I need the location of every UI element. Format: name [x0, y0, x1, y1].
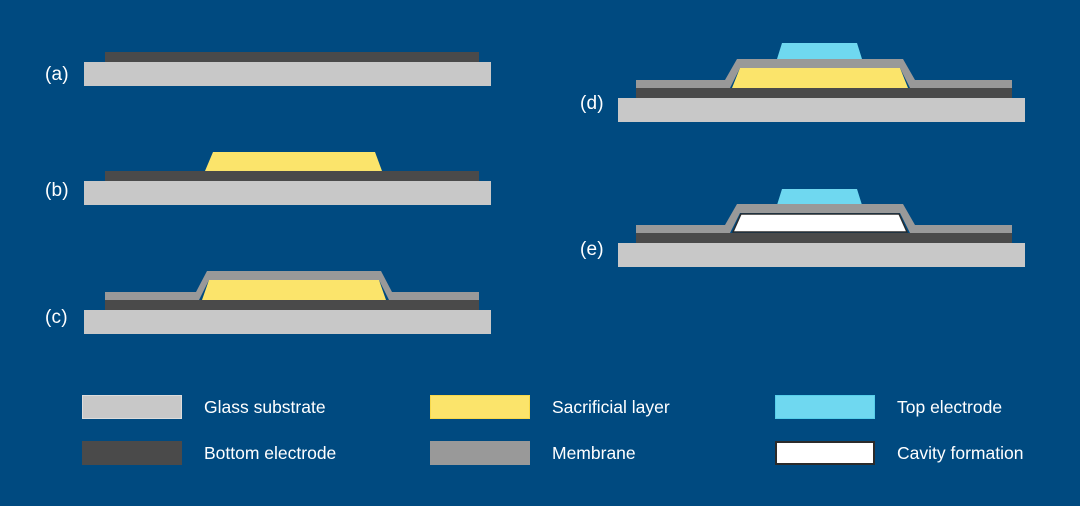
panel-c-svg [84, 271, 491, 334]
legend-item-top-electrode: Top electrode [775, 395, 1002, 419]
panel-a-bottom-electrode [105, 52, 479, 62]
panel-c-membrane [105, 271, 479, 300]
panel-b-svg [84, 152, 491, 205]
panel-a-svg [84, 52, 491, 86]
legend-label-bottom-electrode: Bottom electrode [204, 442, 337, 463]
panel-c-sacrificial-layer [202, 280, 386, 300]
panel-e-top-electrode [777, 189, 862, 205]
legend-item-bottom-electrode: Bottom electrode [82, 441, 336, 465]
panel-d-bottom-electrode [636, 88, 1012, 98]
panel-e-cavity-formation [731, 213, 909, 233]
legend-label-glass-substrate: Glass substrate [204, 396, 326, 417]
panel-c-bottom-electrode [105, 300, 479, 310]
legend-swatch-top-electrode [775, 395, 875, 419]
legend-item-membrane: Membrane [430, 441, 636, 465]
panel-b-stack [0, 130, 520, 225]
legend-item-sacrificial-layer: Sacrificial layer [430, 395, 670, 419]
panel-e-membrane [636, 204, 1012, 233]
panel-e-stack [560, 175, 1080, 280]
panel-c-stack [0, 255, 520, 355]
legend-label-cavity-formation: Cavity formation [897, 442, 1024, 463]
panel-e-svg [618, 189, 1025, 267]
legend-label-membrane: Membrane [552, 442, 636, 463]
legend-swatch-bottom-electrode [82, 441, 182, 465]
panel-label-a: (a) [45, 64, 69, 85]
panel-d-stack [560, 30, 1080, 135]
legend-label-top-electrode: Top electrode [897, 396, 1003, 417]
panel-d-membrane [636, 59, 1012, 88]
panel-e-bottom-electrode [636, 233, 1012, 243]
panel-a-stack [0, 0, 520, 110]
panel-label-d: (d) [580, 93, 604, 114]
panel-label-b: (b) [45, 180, 69, 201]
legend-swatch-glass-substrate [82, 395, 182, 419]
legend-swatch-membrane [430, 441, 530, 465]
legend-swatch-sacrificial-layer [430, 395, 530, 419]
panel-a-glass-substrate [84, 62, 491, 86]
panel-label-e: (e) [580, 239, 604, 260]
legend-item-glass-substrate: Glass substrate [82, 395, 326, 419]
panel-d-glass-substrate [618, 98, 1025, 122]
panel-d-top-electrode [777, 43, 862, 59]
legend: Glass substrate Bottom electrode Sacrifi… [0, 378, 1080, 478]
panel-b-sacrificial-layer [205, 152, 382, 171]
panel-d-sacrificial-layer [732, 68, 908, 88]
panel-e-glass-substrate [618, 243, 1025, 267]
panel-b-bottom-electrode [105, 171, 479, 181]
panel-d-svg [618, 43, 1025, 122]
panel-c-glass-substrate [84, 310, 491, 334]
panel-label-c: (c) [45, 307, 68, 328]
panel-b-glass-substrate [84, 181, 491, 205]
legend-swatch-cavity-formation [775, 441, 875, 465]
legend-label-sacrificial-layer: Sacrificial layer [552, 396, 670, 417]
legend-item-cavity-formation: Cavity formation [775, 441, 1023, 465]
